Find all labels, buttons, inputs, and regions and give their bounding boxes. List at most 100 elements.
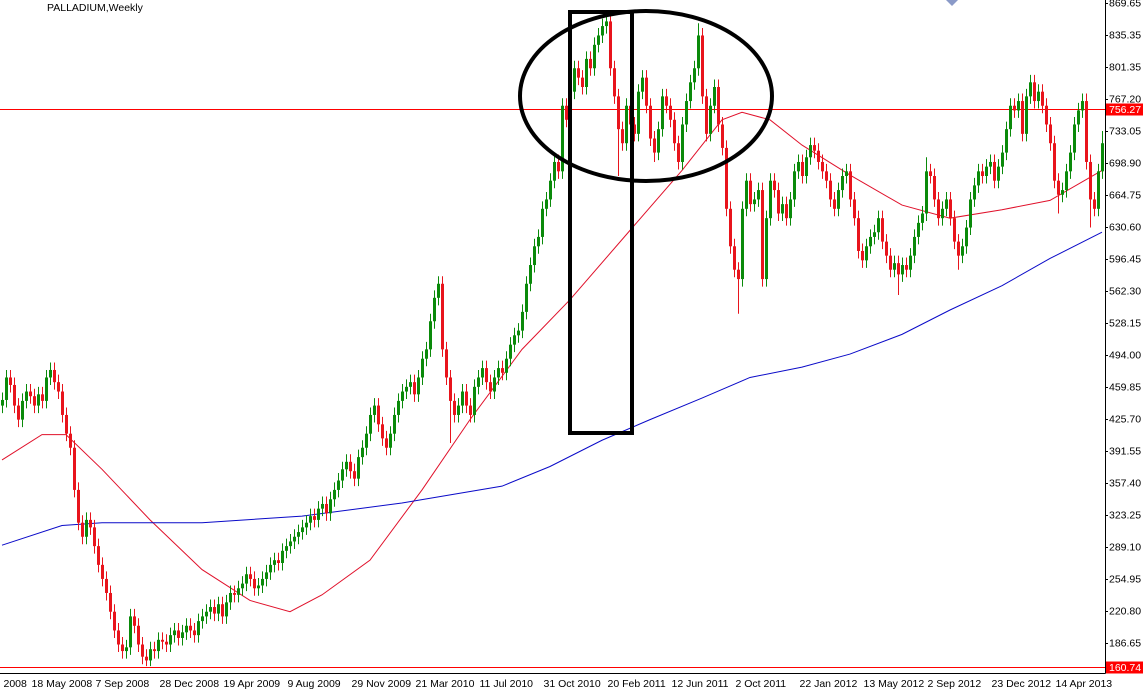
candle-body (869, 236, 872, 247)
candle-body (845, 171, 848, 177)
candle-body (765, 218, 768, 280)
candle-body (181, 632, 184, 638)
candle-body (645, 77, 648, 106)
candle-body (973, 185, 976, 200)
x-tick-label: 31 Oct 2010 (544, 678, 601, 690)
candle-body (449, 377, 452, 401)
candle-body (897, 263, 900, 275)
y-tick-label: 664.75 (1109, 189, 1141, 201)
x-tick-label: 19 Apr 2009 (224, 678, 281, 690)
candle-body (1069, 152, 1072, 172)
candle-body (469, 405, 472, 415)
candle-body (349, 461, 352, 472)
candle-body (805, 157, 808, 177)
candle-body (269, 564, 272, 573)
candle-body (197, 621, 200, 636)
y-tick-label: 254.95 (1109, 573, 1141, 585)
candle-body (585, 58, 588, 88)
candle-body (257, 585, 260, 589)
candle-body (705, 96, 708, 134)
candle-body (137, 625, 140, 645)
y-tick-label: 494.00 (1109, 349, 1141, 361)
candle-body (789, 199, 792, 219)
candle-body (121, 644, 124, 652)
candle-body (773, 180, 776, 191)
candle-body (389, 433, 392, 448)
candle-body (33, 396, 36, 406)
candle-body (841, 176, 844, 191)
candle-body (281, 550, 284, 563)
candle-body (509, 344, 512, 359)
level-label-box (1106, 661, 1143, 674)
x-tick-label: 20 Feb 2011 (608, 678, 666, 690)
x-tick-label: 7 Sep 2008 (96, 678, 150, 690)
candle-body (437, 283, 440, 298)
candle-body (485, 368, 488, 383)
candle-body (753, 199, 756, 205)
candle-body (853, 199, 856, 219)
candle-body (817, 150, 820, 162)
x-tick-label: 28 Dec 2008 (160, 678, 220, 690)
y-tick-label: 357.40 (1109, 477, 1141, 489)
candle-body (801, 161, 804, 177)
candle-body (473, 386, 476, 415)
candle-body (997, 166, 1000, 181)
candle-body (681, 124, 684, 162)
candle-body (357, 457, 360, 479)
candle-body (893, 263, 896, 270)
candle-body (617, 96, 620, 130)
candle-body (697, 35, 700, 69)
candle-body (9, 377, 12, 385)
candle-body (1005, 129, 1008, 153)
candle-body (677, 143, 680, 162)
candle-body (885, 241, 888, 256)
candle-body (553, 161, 556, 181)
candle-body (921, 213, 924, 223)
annotation-ellipse (518, 9, 774, 183)
candle-body (497, 368, 500, 378)
candle-body (977, 171, 980, 186)
y-tick-label: 391.55 (1109, 445, 1141, 457)
candle-body (505, 358, 508, 373)
candle-body (577, 68, 580, 78)
candle-body (757, 190, 760, 200)
y-tick-label: 528.15 (1109, 317, 1141, 329)
candle-body (237, 588, 240, 595)
candle-body (321, 503, 324, 509)
candle-body (881, 218, 884, 242)
x-tick-label: 2 Oct 2011 (736, 678, 787, 690)
candle-body (5, 377, 8, 400)
candle-body (985, 166, 988, 177)
candle-body (453, 400, 456, 415)
candle-body (21, 400, 24, 420)
candle-body (661, 96, 664, 130)
candle-body (105, 578, 108, 593)
candle-body (493, 377, 496, 392)
candle-body (233, 592, 236, 595)
candle-body (73, 447, 76, 490)
candle-body (517, 330, 520, 336)
candle-body (225, 602, 228, 617)
candle-body (249, 574, 252, 579)
candle-body (673, 119, 676, 144)
candle-body (1061, 190, 1064, 195)
candle-body (145, 656, 148, 661)
x-tick-label: 2 Sep 2012 (928, 678, 982, 690)
x-tick-label: 9 Aug 2009 (288, 678, 341, 690)
candle-body (689, 82, 692, 102)
candle-body (901, 265, 904, 275)
candle-body (65, 414, 68, 434)
candle-body (317, 508, 320, 520)
candle-body (129, 616, 132, 648)
candle-body (337, 480, 340, 490)
candle-body (189, 625, 192, 631)
candle-body (1041, 91, 1044, 106)
candle-body (309, 516, 312, 523)
candle-body (797, 161, 800, 172)
candle-body (721, 124, 724, 148)
y-tick-label: 767.20 (1109, 93, 1141, 105)
candle-body (581, 77, 584, 88)
y-tick-label: 425.70 (1109, 413, 1141, 425)
candle-body (613, 68, 616, 97)
level-label-box (1106, 103, 1143, 116)
